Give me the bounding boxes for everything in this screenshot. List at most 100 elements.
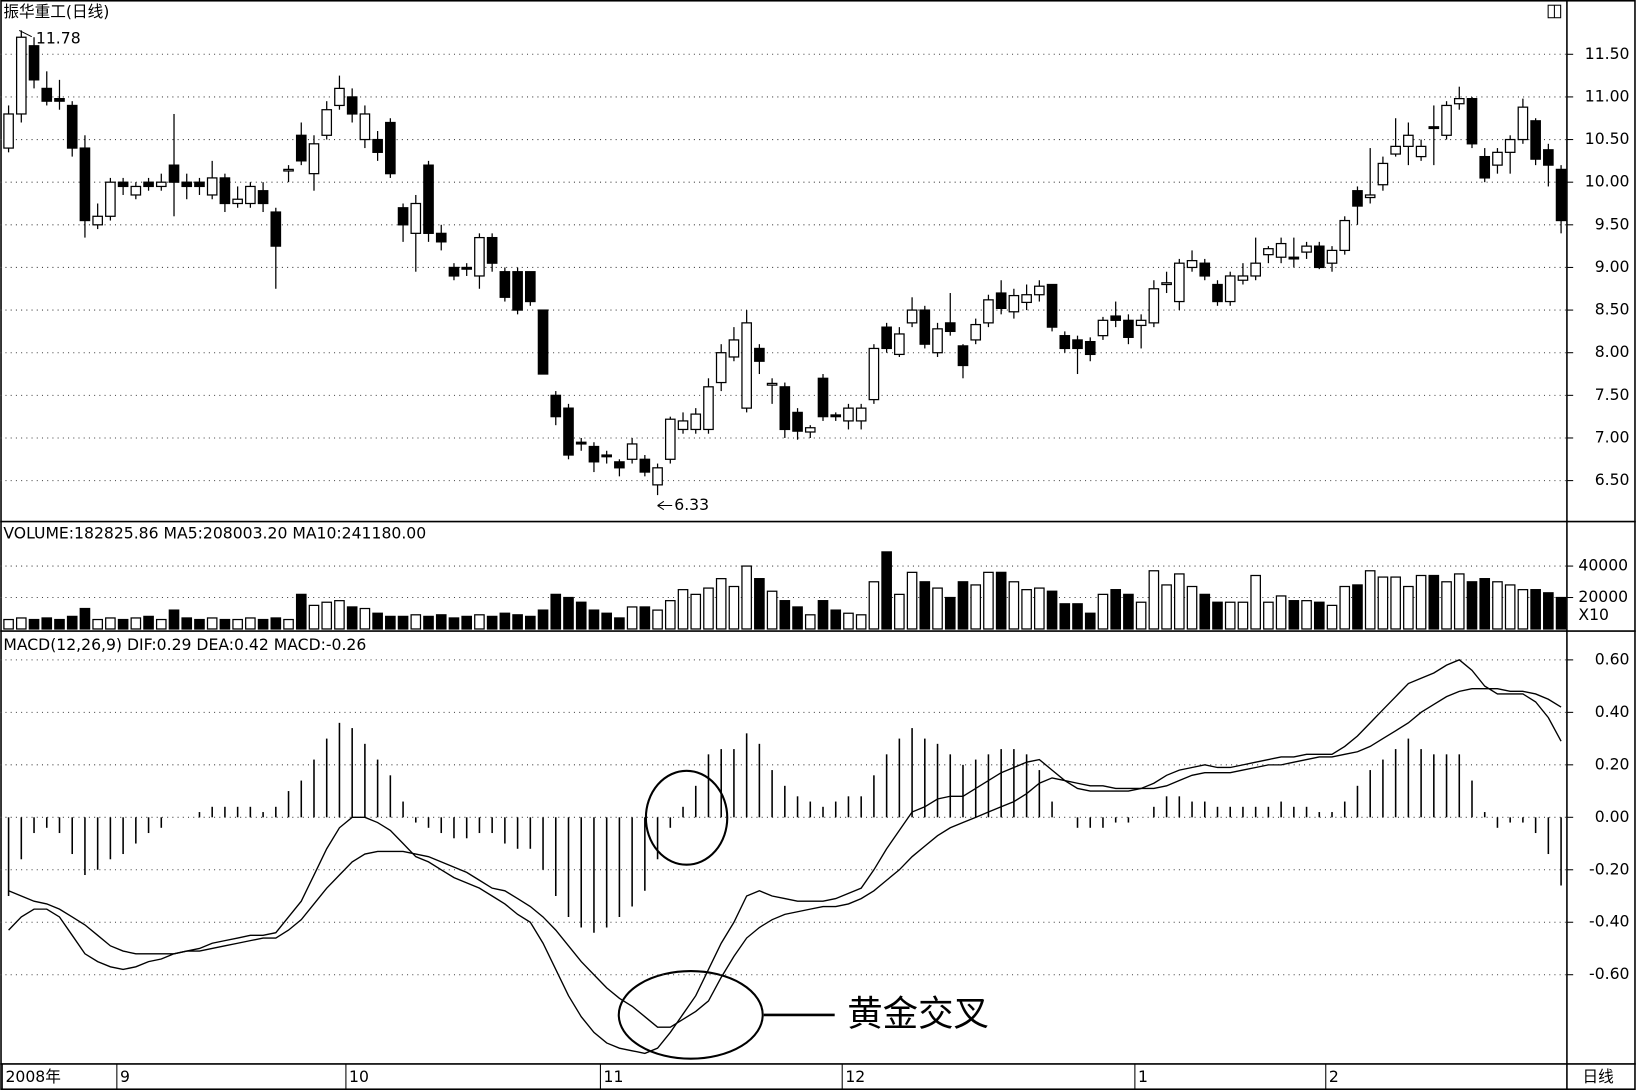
candle-body bbox=[1173, 262, 1185, 303]
volume-bar bbox=[690, 593, 702, 630]
volume-scale-label: X10 bbox=[1578, 605, 1609, 624]
volume-bar bbox=[397, 615, 409, 630]
volume-bar bbox=[1212, 601, 1223, 630]
volume-bar bbox=[245, 617, 256, 630]
volume-bar bbox=[728, 585, 740, 630]
candle-body bbox=[181, 181, 193, 188]
y-tick-label: 8.00 bbox=[1595, 342, 1630, 361]
volume-bar bbox=[1441, 581, 1452, 630]
volume-bar bbox=[703, 587, 714, 630]
candle-body bbox=[194, 181, 205, 188]
volume-bar bbox=[423, 615, 434, 630]
candle-body bbox=[906, 309, 918, 324]
candle-body bbox=[92, 215, 103, 226]
candle-body bbox=[1390, 145, 1401, 155]
candle-body bbox=[1275, 242, 1287, 258]
candle-body bbox=[461, 266, 473, 270]
x-tick-label: 11 bbox=[604, 1067, 624, 1086]
x-tick-label: 2 bbox=[1329, 1067, 1339, 1086]
candle-body bbox=[1186, 259, 1198, 269]
candle-body bbox=[1046, 283, 1058, 328]
candle-body bbox=[321, 109, 333, 136]
volume-bar bbox=[92, 618, 103, 630]
volume-bar bbox=[346, 606, 358, 630]
candle-body bbox=[881, 326, 892, 350]
volume-bar bbox=[575, 601, 587, 630]
candle-body bbox=[1021, 294, 1032, 304]
volume-bar bbox=[626, 606, 638, 630]
volume-bar bbox=[1199, 593, 1211, 630]
candle-body bbox=[245, 185, 256, 205]
macd-header: MACD(12,26,9) DIF:0.29 DEA:0.42 MACD:-0.… bbox=[3, 635, 366, 654]
candle-body bbox=[614, 461, 625, 469]
candle-body bbox=[359, 113, 371, 141]
candle-body bbox=[105, 181, 116, 217]
volume-bar bbox=[1084, 612, 1096, 630]
volume-bar bbox=[1034, 587, 1045, 630]
y-tick-label: 7.00 bbox=[1595, 427, 1630, 446]
volume-bar bbox=[1110, 589, 1122, 630]
marker-arrow bbox=[657, 500, 673, 511]
volume-bar bbox=[1161, 584, 1172, 630]
candle-body bbox=[550, 394, 562, 418]
volume-bar bbox=[1288, 600, 1300, 630]
y-tick-label: -0.60 bbox=[1589, 964, 1629, 983]
candle-body bbox=[1135, 319, 1147, 327]
volume-bar bbox=[308, 604, 320, 630]
volume-bar bbox=[79, 607, 91, 630]
candle-body bbox=[932, 328, 943, 354]
candle-body bbox=[397, 207, 409, 226]
candle-body bbox=[130, 185, 142, 196]
candle-body bbox=[563, 407, 574, 456]
candle-body bbox=[843, 407, 854, 422]
candle-body bbox=[703, 386, 714, 431]
volume-bar bbox=[1543, 592, 1554, 630]
volume-bar bbox=[652, 609, 663, 630]
candle-body bbox=[855, 407, 867, 422]
candle-body bbox=[1492, 151, 1503, 166]
candle-body bbox=[334, 87, 345, 107]
volume-bar bbox=[54, 618, 65, 630]
volume-bar bbox=[525, 615, 536, 630]
volume-bar bbox=[41, 617, 53, 630]
candle-body bbox=[1148, 288, 1160, 324]
candle-body bbox=[270, 211, 282, 247]
volume-bar bbox=[1021, 589, 1032, 630]
candle-body bbox=[372, 138, 383, 153]
volume-bar bbox=[1250, 574, 1261, 630]
volume-bar bbox=[474, 614, 485, 630]
candle-body bbox=[970, 323, 982, 341]
volume-bar bbox=[830, 609, 842, 630]
volume-bar bbox=[932, 587, 943, 630]
volume-bar bbox=[1173, 573, 1185, 630]
volume-bar bbox=[1059, 603, 1071, 630]
candle-body bbox=[1403, 134, 1414, 147]
volume-bar bbox=[499, 612, 511, 630]
volume-bar bbox=[563, 596, 574, 630]
candle-body bbox=[1059, 335, 1071, 350]
volume-bar bbox=[639, 606, 651, 630]
candle-body bbox=[664, 418, 676, 460]
y-tick-label: 40000 bbox=[1578, 556, 1628, 575]
volume-bar bbox=[957, 581, 969, 630]
y-tick-label: 8.50 bbox=[1595, 300, 1630, 319]
volume-bar bbox=[715, 578, 727, 630]
candle-body bbox=[995, 292, 1007, 309]
candle-body bbox=[1517, 106, 1529, 141]
volume-bar bbox=[15, 617, 27, 630]
volume-bar bbox=[868, 581, 880, 630]
volume-bar bbox=[295, 593, 307, 630]
candle-body bbox=[1084, 340, 1096, 356]
y-tick-label: 6.50 bbox=[1595, 470, 1630, 489]
volume-bar bbox=[1313, 601, 1325, 630]
volume-bar bbox=[817, 600, 829, 630]
volume-bar bbox=[1301, 600, 1312, 630]
candle-body bbox=[1530, 120, 1541, 160]
volume-bar bbox=[334, 600, 345, 630]
volume-bar bbox=[843, 612, 854, 630]
candle-body bbox=[754, 347, 765, 362]
volume-bar bbox=[448, 617, 460, 630]
volume-bar bbox=[1237, 601, 1249, 630]
